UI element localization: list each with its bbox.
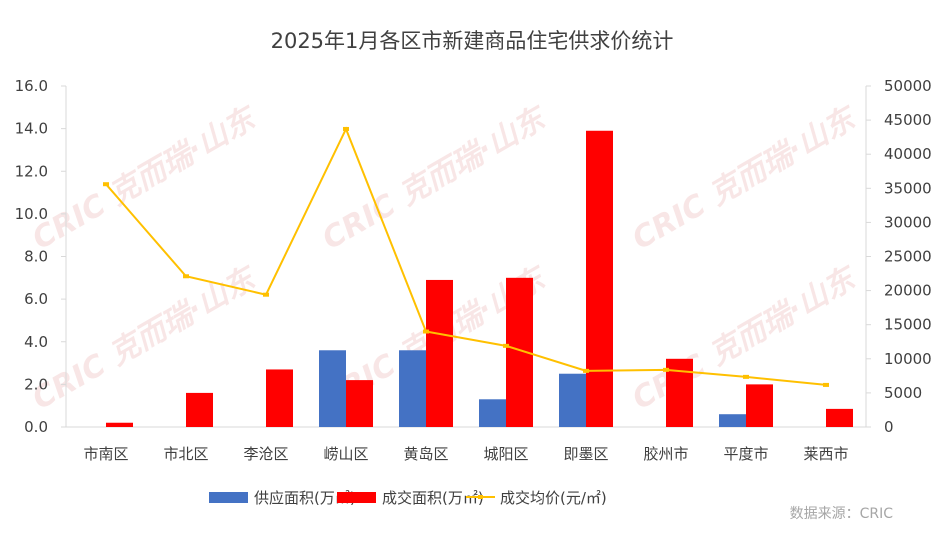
price-point <box>503 343 509 348</box>
sales-bar <box>666 358 693 427</box>
left-tick-label: 16.0 <box>15 77 48 95</box>
price-point <box>823 382 829 387</box>
right-tick-label: 10000 <box>884 350 932 368</box>
x-tick-label: 胶州市 <box>643 445 688 463</box>
watermark: CRIC 克而瑞·山东 <box>27 260 265 417</box>
legend-supply-label: 供应面积(万㎡) <box>254 489 356 507</box>
right-tick-label: 5000 <box>884 384 922 402</box>
right-tick-label: 0 <box>884 418 894 436</box>
right-tick-label: 15000 <box>884 316 932 334</box>
x-tick-label: 市北区 <box>163 445 208 463</box>
right-tick-label: 25000 <box>884 248 932 266</box>
x-tick-label: 黄岛区 <box>403 445 448 463</box>
x-tick-label: 崂山区 <box>323 445 368 463</box>
legend-price-marker <box>478 495 483 499</box>
left-tick-label: 10.0 <box>15 205 48 223</box>
right-tick-label: 45000 <box>884 111 932 129</box>
left-tick-label: 14.0 <box>15 120 48 138</box>
right-tick-label: 20000 <box>884 282 932 300</box>
price-point <box>183 274 189 279</box>
legend-sales-label: 成交面积(万㎡) <box>382 489 484 507</box>
price-point <box>663 367 669 372</box>
supply-bar <box>319 350 346 427</box>
x-tick-label: 平度市 <box>723 445 768 463</box>
supply-bar <box>399 350 426 427</box>
price-point <box>583 368 589 373</box>
x-tick-label: 李沧区 <box>243 445 288 463</box>
supply-bar <box>719 414 746 427</box>
sales-bar <box>266 369 293 427</box>
sales-bar <box>346 380 373 427</box>
sales-bar <box>746 384 773 427</box>
legend-sales-swatch <box>337 492 376 503</box>
left-tick-label: 0.0 <box>24 418 48 436</box>
price-line <box>105 126 827 386</box>
sales-bar <box>106 422 133 427</box>
x-tick-label: 市南区 <box>83 445 128 463</box>
chart-title: 2025年1月各区市新建商品住宅供求价统计 <box>271 29 674 53</box>
right-tick-label: 35000 <box>884 179 932 197</box>
watermark: CRIC 克而瑞·山东 <box>317 100 555 257</box>
sales-bar <box>426 279 453 427</box>
legend-supply-swatch <box>209 492 248 503</box>
price-point <box>423 329 429 334</box>
x-tick-label: 莱西市 <box>803 445 848 463</box>
left-tick-label: 12.0 <box>15 162 48 180</box>
sales-bar <box>826 408 853 427</box>
sales-bar <box>186 392 213 427</box>
left-tick-label: 6.0 <box>24 290 48 308</box>
watermark: CRIC 克而瑞·山东 <box>627 260 865 417</box>
legend-price-label: 成交均价(元/㎡) <box>500 489 607 507</box>
watermark: CRIC 克而瑞·山东 <box>27 100 265 257</box>
sales-bar <box>586 130 613 427</box>
right-tick-label: 50000 <box>884 77 932 95</box>
right-tick-label: 30000 <box>884 213 932 231</box>
price-point <box>343 126 349 131</box>
left-tick-label: 2.0 <box>24 375 48 393</box>
left-tick-label: 4.0 <box>24 333 48 351</box>
watermark: CRIC 克而瑞·山东 <box>627 100 865 257</box>
right-tick-label: 40000 <box>884 145 932 163</box>
source-note: 数据来源：CRIC <box>790 506 894 522</box>
supply-bar <box>559 373 586 427</box>
price-point <box>263 292 269 297</box>
supply-bar <box>479 399 506 427</box>
x-tick-label: 城阳区 <box>483 445 528 463</box>
x-tick-label: 即墨区 <box>563 445 608 463</box>
left-tick-label: 8.0 <box>24 248 48 266</box>
price-point <box>103 182 109 187</box>
price-point <box>743 374 749 379</box>
